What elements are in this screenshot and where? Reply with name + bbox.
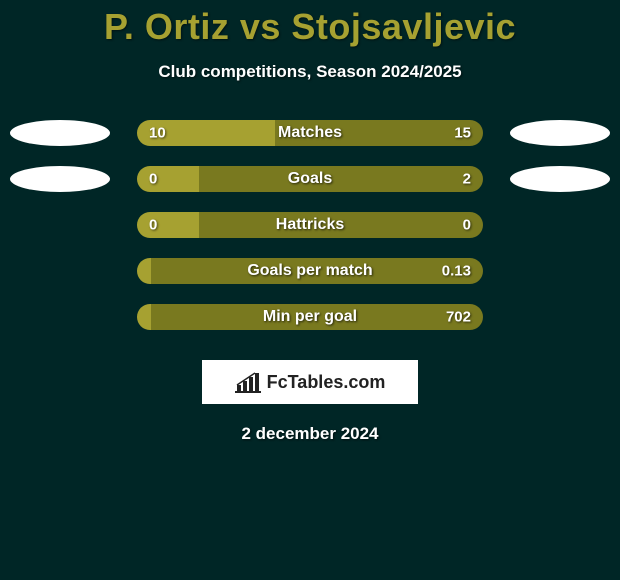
stat-bar: 0.13 Goals per match [137,258,483,284]
team-left-logo-placeholder [10,120,110,146]
stat-right-value: 2 [463,171,471,188]
bar-left-segment [137,258,151,284]
stat-bar: 0 2 Goals [137,166,483,192]
stat-label: Goals per match [247,262,372,280]
stat-left-value: 0 [149,217,157,234]
bar-left-segment [137,212,199,238]
fctables-badge[interactable]: FcTables.com [202,360,418,404]
bar-right-segment [199,166,483,192]
stat-right-value: 15 [454,125,471,142]
stat-label: Hattricks [276,216,344,234]
bar-chart-icon [235,371,261,393]
bar-left-segment [137,166,199,192]
stat-bar: 0 0 Hattricks [137,212,483,238]
stat-rows: 10 15 Matches 0 2 Goals 0 0 Hattricks 0.13 Goals p… [0,120,620,330]
stat-row: 10 15 Matches [0,120,620,146]
date-label: 2 december 2024 [0,424,620,444]
stat-row: 0 2 Goals [0,166,620,192]
stat-label: Min per goal [263,308,357,326]
badge-text: FcTables.com [267,372,386,393]
stat-row: 0 0 Hattricks [0,212,620,238]
stat-right-value: 0 [463,217,471,234]
team-right-logo-placeholder [510,120,610,146]
stat-bar: 702 Min per goal [137,304,483,330]
stat-left-value: 0 [149,171,157,188]
stat-row: 0.13 Goals per match [0,258,620,284]
stat-label: Goals [288,170,332,188]
stat-left-value: 10 [149,125,166,142]
stat-bar: 10 15 Matches [137,120,483,146]
team-left-logo-placeholder [10,166,110,192]
stat-right-value: 702 [446,309,471,326]
team-right-logo-placeholder [510,166,610,192]
stat-right-value: 0.13 [442,263,471,280]
bar-left-segment [137,304,151,330]
page-title: P. Ortiz vs Stojsavljevic [0,6,620,48]
stat-row: 702 Min per goal [0,304,620,330]
comparison-container: P. Ortiz vs Stojsavljevic Club competiti… [0,0,620,444]
subtitle: Club competitions, Season 2024/2025 [0,62,620,82]
stat-label: Matches [278,124,342,142]
